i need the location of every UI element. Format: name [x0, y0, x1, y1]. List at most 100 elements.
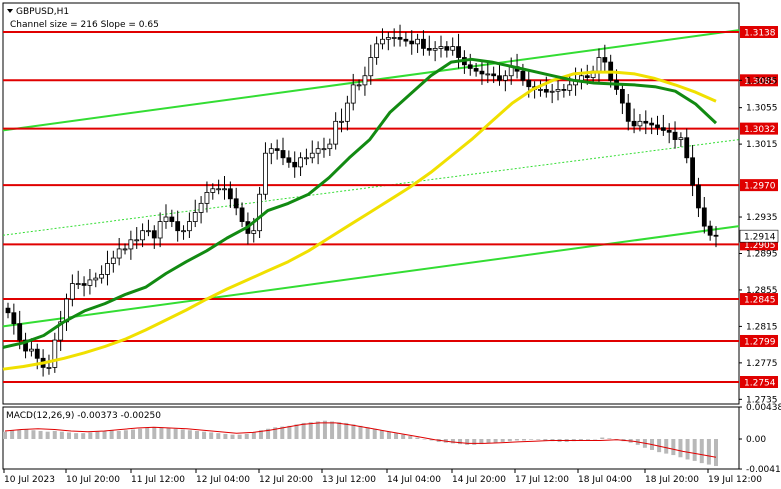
candle-body — [239, 207, 245, 222]
macd-histogram-bar — [194, 430, 199, 439]
macd-histogram-bar — [88, 432, 93, 439]
symbol-label: GBPUSD,H1 — [16, 7, 69, 17]
time-tick-label: 17 Jul 12:00 — [515, 475, 569, 485]
candle-body — [684, 137, 690, 159]
macd-histogram-bar — [159, 427, 164, 439]
macd-histogram-bar — [465, 439, 470, 445]
level-tag-12754 — [740, 376, 778, 388]
candle-body — [105, 263, 110, 275]
candle-body — [473, 68, 479, 72]
candle-body — [110, 257, 116, 264]
macd-histogram-bar — [337, 422, 342, 439]
level-tag-13138 — [740, 26, 778, 38]
candle-body — [210, 188, 216, 193]
candle-body — [69, 283, 75, 300]
macd-histogram-bar — [522, 439, 527, 441]
candle-body — [421, 38, 426, 49]
candle-body — [292, 161, 298, 168]
macd-histogram-bar — [10, 430, 15, 439]
macd-histogram-bar — [24, 429, 29, 439]
macd-histogram-bar — [507, 439, 512, 442]
candle-body — [186, 221, 192, 232]
macd-histogram-bar — [586, 439, 591, 440]
candle-body — [584, 75, 590, 78]
candle-body — [17, 323, 23, 341]
candle-body — [555, 89, 561, 92]
candle-body — [467, 64, 473, 69]
macd-histogram-bar — [74, 433, 79, 439]
dropdown-triangle-icon[interactable] — [7, 9, 13, 13]
macd-histogram-bar — [500, 439, 505, 442]
time-tick-label: 19 Jul 12:00 — [708, 475, 762, 485]
time-tick-label: 10 Jul 20:00 — [66, 475, 120, 485]
macd-histogram-bar — [52, 430, 57, 439]
candle-body — [538, 89, 543, 91]
candle-body — [415, 38, 420, 45]
macd-histogram-bar — [450, 439, 455, 444]
candle-body — [596, 57, 602, 72]
macd-histogram-bar — [415, 437, 420, 439]
candle-body — [637, 120, 643, 127]
candle-body — [350, 84, 356, 104]
candle-body — [321, 148, 327, 151]
macd-histogram-bar — [607, 438, 612, 439]
macd-label: MACD(12,26,9) -0.00373 -0.00250 — [6, 411, 161, 421]
macd-histogram-bar — [401, 434, 406, 439]
macd-histogram-bar — [145, 428, 150, 439]
macd-histogram-bar — [45, 431, 50, 439]
price-tick-label: 1.2775 — [746, 359, 778, 369]
macd-histogram-bar — [102, 430, 107, 439]
candle-body — [479, 70, 485, 75]
candle-body — [222, 188, 227, 191]
candle-body — [227, 188, 233, 200]
macd-histogram-bar — [600, 437, 605, 439]
candle-body — [327, 143, 333, 150]
candle-body — [181, 230, 186, 233]
candle-body — [257, 193, 263, 232]
channel-lower-line — [2, 225, 740, 328]
candle-body — [450, 46, 456, 51]
candle-body — [502, 75, 508, 81]
candle-body — [58, 321, 64, 341]
macd-histogram-bar — [692, 439, 697, 461]
time-tick-label: 10 Jul 2023 — [4, 475, 55, 485]
macd-histogram-bar — [408, 436, 413, 439]
candle-body — [216, 188, 222, 191]
candle-body — [192, 212, 198, 222]
candle-body — [497, 75, 502, 81]
time-tick-label: 12 Jul 04:00 — [196, 475, 250, 485]
level-label-12845: 1.2845 — [744, 296, 776, 306]
macd-histogram-bar — [664, 439, 669, 454]
level-tag-13032 — [740, 122, 778, 135]
candle-body — [380, 38, 385, 45]
candle-body — [175, 221, 181, 232]
candle-body — [362, 75, 368, 86]
candle-body — [5, 307, 11, 314]
macd-histogram-bar — [479, 439, 484, 445]
candle-body — [432, 48, 438, 51]
candle-body — [151, 230, 157, 239]
candle-body — [485, 73, 491, 76]
candle-body — [707, 225, 713, 236]
price-tick-label: 1.2735 — [746, 395, 778, 405]
candle-body — [403, 38, 409, 42]
macd-histogram-bar — [678, 439, 683, 458]
candle-body — [602, 57, 608, 63]
candle-body — [204, 192, 210, 204]
level-tag-13085 — [740, 74, 778, 87]
candle-body — [444, 46, 450, 51]
level-tag-12970 — [740, 179, 778, 192]
macd-histogram-bar — [216, 433, 221, 439]
candle-body — [286, 157, 292, 163]
candle-body — [655, 124, 660, 129]
macd-tick-label: 0.00 — [746, 435, 766, 445]
candle-body — [140, 230, 145, 241]
candle-body — [198, 202, 204, 213]
candle-body — [315, 148, 321, 154]
macd-histogram-bar — [308, 422, 313, 439]
current-price-tag — [739, 229, 779, 243]
candle-body — [426, 48, 432, 51]
